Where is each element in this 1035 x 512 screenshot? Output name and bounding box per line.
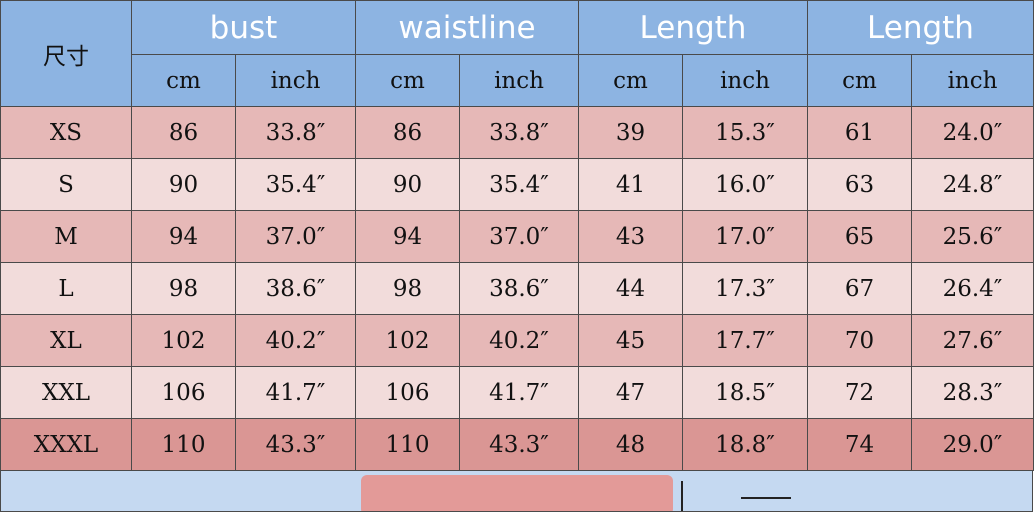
measure-cell: 98 <box>131 262 236 315</box>
size-label: XXXL <box>0 418 132 471</box>
size-label: L <box>0 262 132 315</box>
measure-cell: 40.2″ <box>459 314 579 367</box>
measure-cell: 41.7″ <box>459 366 579 419</box>
size-label: XXL <box>0 366 132 419</box>
measure-cell: 17.0″ <box>682 210 808 263</box>
measure-cell: 17.3″ <box>682 262 808 315</box>
measure-cell: 43.3″ <box>235 418 356 471</box>
size-label: M <box>0 210 132 263</box>
measure-cell: 17.7″ <box>682 314 808 367</box>
measure-cell: 37.0″ <box>235 210 356 263</box>
measure-cell: 38.6″ <box>459 262 579 315</box>
measure-cell: 29.0″ <box>911 418 1034 471</box>
measure-cell: 25.6″ <box>911 210 1034 263</box>
measure-cell: 27.6″ <box>911 314 1034 367</box>
unit-header: cm <box>807 54 912 107</box>
measure-cell: 47 <box>578 366 683 419</box>
decoration <box>741 497 791 499</box>
measure-cell: 41.7″ <box>235 366 356 419</box>
measure-cell: 44 <box>578 262 683 315</box>
measure-cell: 16.0″ <box>682 158 808 211</box>
measure-cell: 18.8″ <box>682 418 808 471</box>
measure-cell: 74 <box>807 418 912 471</box>
measure-cell: 90 <box>131 158 236 211</box>
measure-cell: 98 <box>355 262 460 315</box>
measure-cell: 65 <box>807 210 912 263</box>
unit-header: inch <box>235 54 356 107</box>
measure-cell: 63 <box>807 158 912 211</box>
measure-cell: 70 <box>807 314 912 367</box>
measure-cell: 18.5″ <box>682 366 808 419</box>
footer-strip <box>0 470 1033 512</box>
measure-cell: 39 <box>578 106 683 159</box>
measure-cell: 61 <box>807 106 912 159</box>
measure-cell: 28.3″ <box>911 366 1034 419</box>
measure-cell: 110 <box>355 418 460 471</box>
corner-header: 尺寸 <box>0 0 132 107</box>
unit-header: inch <box>682 54 808 107</box>
measure-cell: 90 <box>355 158 460 211</box>
measure-cell: 40.2″ <box>235 314 356 367</box>
unit-header: inch <box>911 54 1034 107</box>
decoration <box>361 475 673 511</box>
group-header: Length <box>578 0 808 55</box>
unit-header: inch <box>459 54 579 107</box>
measure-cell: 94 <box>131 210 236 263</box>
measure-cell: 106 <box>355 366 460 419</box>
measure-cell: 72 <box>807 366 912 419</box>
measure-cell: 102 <box>355 314 460 367</box>
measure-cell: 38.6″ <box>235 262 356 315</box>
measure-cell: 67 <box>807 262 912 315</box>
unit-header: cm <box>131 54 236 107</box>
measure-cell: 106 <box>131 366 236 419</box>
measure-cell: 102 <box>131 314 236 367</box>
measure-cell: 41 <box>578 158 683 211</box>
measure-cell: 33.8″ <box>235 106 356 159</box>
measure-cell: 35.4″ <box>459 158 579 211</box>
measure-cell: 48 <box>578 418 683 471</box>
unit-header: cm <box>355 54 460 107</box>
measure-cell: 24.0″ <box>911 106 1034 159</box>
measure-cell: 86 <box>355 106 460 159</box>
measure-cell: 37.0″ <box>459 210 579 263</box>
measure-cell: 35.4″ <box>235 158 356 211</box>
measure-cell: 33.8″ <box>459 106 579 159</box>
measure-cell: 15.3″ <box>682 106 808 159</box>
measure-cell: 43.3″ <box>459 418 579 471</box>
size-label: S <box>0 158 132 211</box>
measure-cell: 94 <box>355 210 460 263</box>
size-label: XS <box>0 106 132 159</box>
measure-cell: 110 <box>131 418 236 471</box>
measure-cell: 45 <box>578 314 683 367</box>
measure-cell: 43 <box>578 210 683 263</box>
group-header: Length <box>807 0 1034 55</box>
decoration <box>681 481 683 511</box>
group-header: waistline <box>355 0 579 55</box>
unit-header: cm <box>578 54 683 107</box>
measure-cell: 26.4″ <box>911 262 1034 315</box>
group-header: bust <box>131 0 356 55</box>
measure-cell: 24.8″ <box>911 158 1034 211</box>
measure-cell: 86 <box>131 106 236 159</box>
size-label: XL <box>0 314 132 367</box>
